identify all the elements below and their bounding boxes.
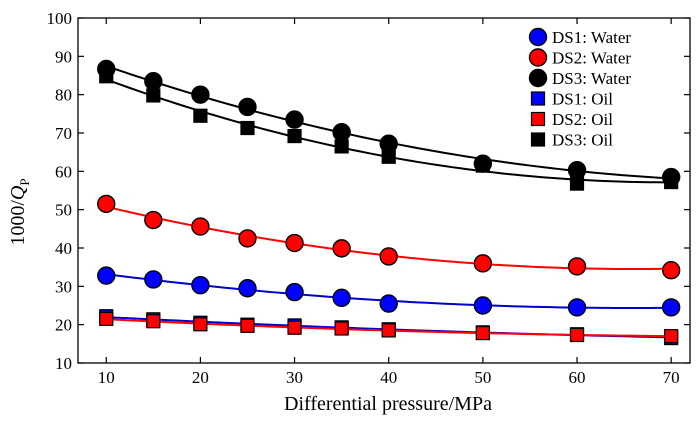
point-ds3-oil <box>664 174 679 190</box>
x-tick-label: 70 <box>663 368 680 387</box>
y-axis-label-q: Q <box>7 185 29 200</box>
point-ds3-oil <box>287 128 302 144</box>
point-ds2-water <box>661 261 681 280</box>
point-ds2-oil <box>99 311 114 327</box>
point-ds3-oil <box>334 139 349 154</box>
x-tick-label: 30 <box>286 368 303 387</box>
y-tick-label: 20 <box>55 316 72 335</box>
y-tick-label: 80 <box>55 86 72 105</box>
point-ds2-water <box>567 257 587 276</box>
legend-marker-ds1-water <box>528 27 548 47</box>
point-ds2-water <box>379 247 398 266</box>
point-ds3-water <box>567 160 587 180</box>
point-ds3-oil <box>99 69 114 84</box>
point-ds1-water <box>332 288 351 308</box>
point-ds2-oil <box>193 317 208 332</box>
point-ds3-water <box>285 110 304 129</box>
point-ds3-oil <box>240 120 255 136</box>
point-ds2-oil <box>664 329 679 344</box>
x-axis-label: Differential pressure/MPa <box>284 393 492 415</box>
y-tick-label: 50 <box>55 201 72 220</box>
x-tick-label: 10 <box>98 368 115 387</box>
legend-marker-ds1-oil <box>530 91 546 106</box>
y-tick-label: 90 <box>55 47 72 66</box>
point-ds3-water <box>332 123 351 142</box>
point-ds2-oil <box>240 318 255 333</box>
point-ds2-oil <box>334 321 349 336</box>
point-ds1-water <box>661 298 681 317</box>
point-ds2-water <box>238 229 257 248</box>
x-tick-label: 20 <box>192 368 209 387</box>
point-ds3-water <box>191 85 210 104</box>
point-ds2-water <box>473 254 493 273</box>
point-ds1-water <box>191 275 210 295</box>
legend-marker-ds2-oil <box>530 111 546 127</box>
legend-marker-ds3-oil <box>530 132 546 147</box>
y-axis-label: 1000/QP <box>7 178 32 245</box>
point-ds2-oil <box>287 320 302 335</box>
y-tick-label: 60 <box>55 162 72 181</box>
point-ds1-water <box>144 270 163 289</box>
x-tick-label: 60 <box>569 368 586 387</box>
point-ds2-oil <box>146 314 161 329</box>
point-ds2-water <box>285 233 304 253</box>
point-ds1-water <box>238 279 257 298</box>
legend-label-ds3-water: DS3: Water <box>552 69 631 88</box>
point-ds2-oil <box>381 323 396 338</box>
y-axis-label-main: 1000/ <box>7 200 29 246</box>
point-ds2-water <box>144 210 163 230</box>
point-ds3-water <box>238 97 257 117</box>
point-ds1-water <box>567 298 587 317</box>
y-tick-label: 30 <box>55 277 72 296</box>
plot-frame <box>77 17 691 364</box>
x-tick-label: 50 <box>474 368 491 387</box>
legend-label-ds2-water: DS2: Water <box>552 49 631 68</box>
x-tick-label: 40 <box>380 368 397 387</box>
ticks-group: 10 20 30 40 50 60 70 10 20 30 40 50 60 70 80 90 100 <box>47 9 690 387</box>
legend-label-ds2-oil: DS2: Oil <box>552 110 613 129</box>
y-tick-label: 10 <box>55 354 72 373</box>
point-ds1-water <box>285 282 304 302</box>
point-ds1-water <box>473 296 493 315</box>
y-tick-label: 40 <box>55 239 72 258</box>
point-ds3-oil <box>381 149 396 164</box>
plot-frame-group <box>77 17 691 364</box>
legend-label-ds1-water: DS1: Water <box>552 28 631 47</box>
legend-marker-ds2-water <box>528 48 548 67</box>
point-ds3-water <box>144 72 163 91</box>
point-ds1-water <box>379 294 398 313</box>
point-ds2-oil <box>475 326 490 341</box>
point-ds3-oil <box>193 108 208 123</box>
point-ds2-oil <box>569 327 585 343</box>
markers-group <box>97 59 681 346</box>
legend-label-ds3-oil: DS3: Oil <box>552 131 613 150</box>
point-ds3-oil <box>146 88 161 103</box>
point-ds1-water <box>97 266 116 285</box>
point-ds2-water <box>191 217 210 236</box>
point-ds2-water <box>332 239 351 258</box>
point-ds3-oil <box>475 158 490 173</box>
y-tick-label: 70 <box>55 124 72 143</box>
legend-marker-ds3-water <box>528 68 548 88</box>
point-ds2-water <box>97 194 116 214</box>
point-ds3-oil <box>569 176 585 191</box>
y-tick-label: 100 <box>47 9 73 28</box>
y-axis-label-sub: P <box>17 178 32 185</box>
legend-label-ds1-oil: DS1: Oil <box>552 90 613 109</box>
